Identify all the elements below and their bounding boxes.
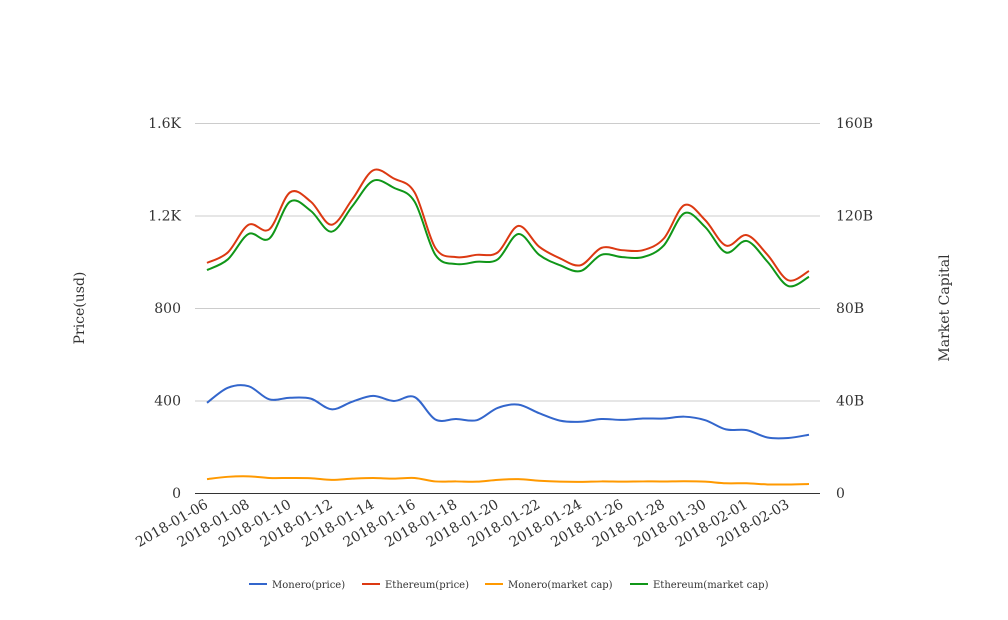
legend-label: Ethereum(market cap) [653,580,769,591]
legend-item[interactable]: Monero(market cap) [485,580,613,591]
legend-item[interactable]: Ethereum(market cap) [630,580,769,591]
legend-item[interactable]: Ethereum(price) [362,580,469,591]
y-right-axis-label: Market Capital [937,254,953,362]
gridlines [195,123,820,402]
y-right-tick-label: 80B [836,301,864,317]
y-axis-label: Price(usd) [72,272,88,345]
y-tick-label: 800 [154,301,181,317]
y-tick-label: 0 [172,486,181,502]
series-line-ethereum-price [206,168,810,282]
legend-item[interactable]: Monero(price) [249,580,345,591]
series-line-monero-market-cap [206,475,810,486]
legend-label: Ethereum(price) [385,580,469,591]
y-right-tick-label: 40B [836,394,864,410]
legend-label: Monero(market cap) [508,580,613,591]
y-tick-label: 1.6K [148,116,181,132]
y-right-tick-label: 120B [836,209,873,225]
series-line-ethereum-market-cap [206,179,810,288]
y-right-tick-label: 0 [836,486,845,502]
x-axis-ticks: 2018-01-062018-01-082018-01-102018-01-12… [133,497,792,551]
series-line-monero-price [206,384,810,440]
legend: Monero(price) Ethereum(price) Monero(marke… [249,580,769,591]
series-lines [206,168,810,486]
y-tick-label: 1.2K [148,209,181,225]
y-right-axis-ticks: 0 40B 80B 120B 160B [836,116,873,502]
y-axis-ticks: 0 400 800 1.2K 1.6K [148,116,181,502]
y-tick-label: 400 [154,394,181,410]
y-right-tick-label: 160B [836,116,873,132]
legend-label: Monero(price) [272,580,345,591]
